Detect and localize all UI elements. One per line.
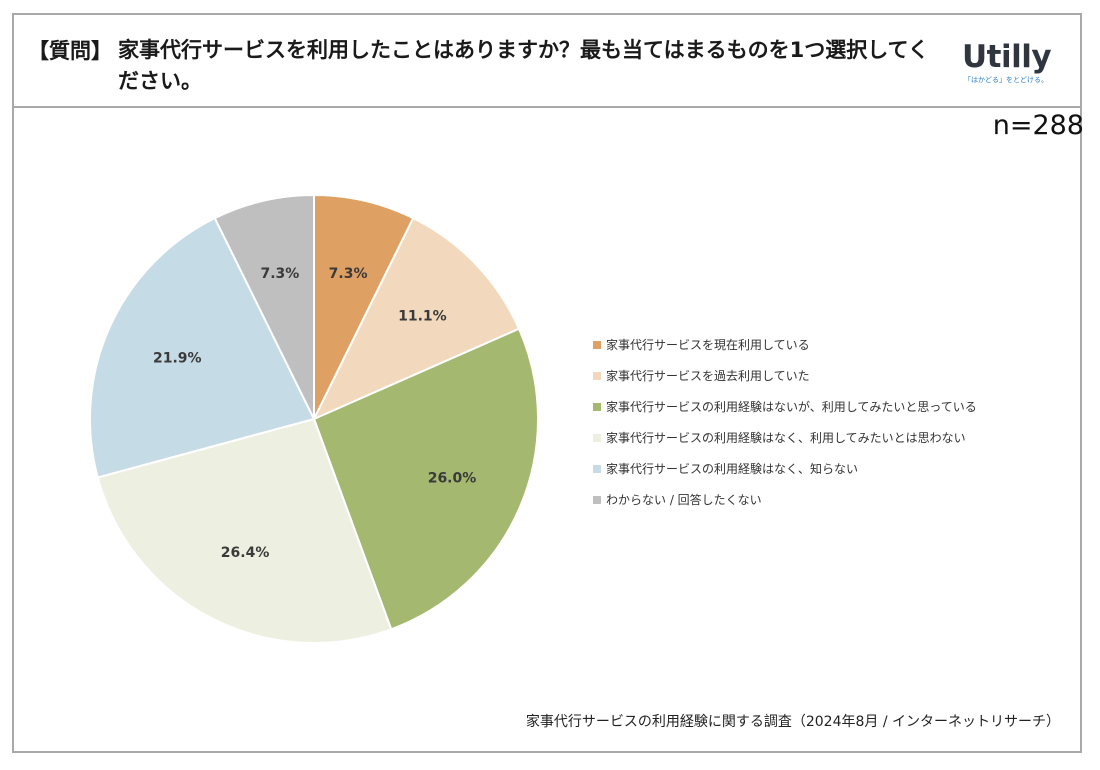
pie-slice [89,216,316,479]
legend-label: 家事代行サービスを過去利用していた [606,369,810,383]
slice-data-label: 11.1% [398,308,447,324]
pie-slice [311,216,521,422]
legend-label: 家事代行サービスの利用経験はなく、知らない [606,462,859,476]
sample-size-label: n=288 [992,110,1084,141]
question-header: 【質問】 家事代行サービスを利用したことはありますか？最も当てはまるものを1つ選… [14,15,1080,108]
legend-swatch [593,434,601,442]
chart-frame: 【質問】 家事代行サービスを利用したことはありますか？最も当てはまるものを1つ選… [12,13,1082,753]
legend-swatch [593,403,601,411]
utilly-logo: Utilly 「はかどる」をとどける。 [962,39,1058,87]
legend-swatch [593,341,601,349]
slice-data-label: 7.3% [329,266,368,282]
logo-tagline: 「はかどる」をとどける。 [964,76,1048,84]
pie-slice [312,327,539,631]
slice-data-label: 21.9% [153,350,202,366]
legend-swatch [593,465,601,473]
question-text: 家事代行サービスを利用したことはありますか？最も当てはまるものを1つ選択してくだ… [118,38,929,93]
legend-label: 家事代行サービスの利用経験はないが、利用してみたいと思っている [606,400,977,414]
legend-label: わからない / 回答したくない [606,493,762,507]
pie-slice [96,417,393,644]
logo-wordmark: Utilly [962,39,1052,75]
pie-slice [213,193,315,420]
slice-data-label: 26.4% [221,545,270,561]
slice-data-label: 7.3% [260,266,299,282]
source-note: 家事代行サービスの利用経験に関する調査（2024年8月 / インターネットリサー… [525,714,1060,730]
question-tag: 【質問】 [28,39,112,63]
legend-swatch [593,372,601,380]
legend-label: 家事代行サービスを現在利用している [606,338,810,352]
pie-slice [313,193,415,420]
legend-swatch [593,496,601,504]
legend-label: 家事代行サービスの利用経験はなく、利用してみたいとは思わない [606,431,966,445]
slice-data-label: 26.0% [428,471,477,487]
